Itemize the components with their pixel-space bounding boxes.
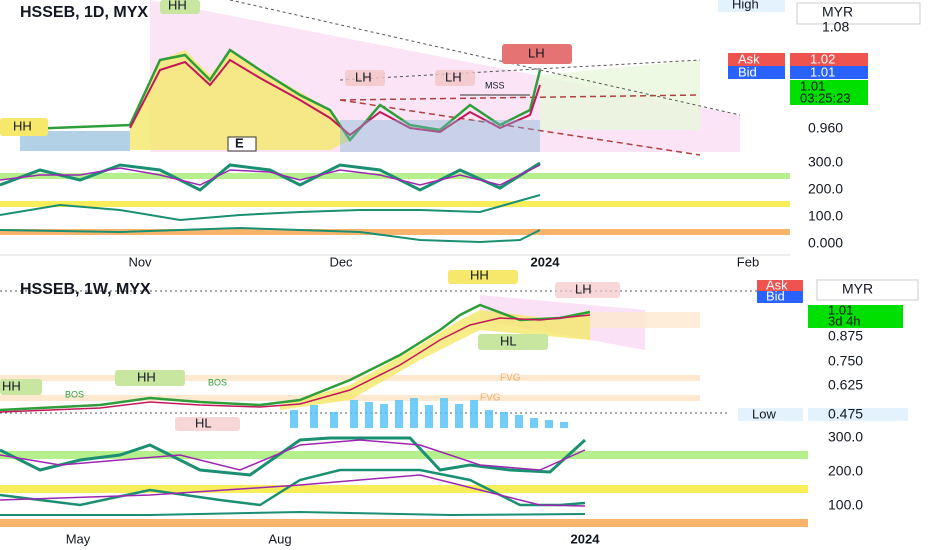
price-label: 1.08 <box>822 19 849 35</box>
ask-label: Ask <box>766 277 788 292</box>
time-label: Feb <box>737 254 759 269</box>
bid-label: Bid <box>738 64 757 79</box>
top-time-axis: Nov Dec 2024 Feb <box>0 254 790 269</box>
price-label: 0.625 <box>828 377 863 393</box>
last-price: 1.01 <box>828 302 853 317</box>
countdown: 03:25:23 <box>800 90 851 105</box>
annotation: E <box>235 135 244 150</box>
bottom-time-axis: May Aug 2024 <box>66 531 601 546</box>
osc-label: 100.0 <box>828 497 863 513</box>
annotation: HH <box>2 378 21 393</box>
price-label: 0.875 <box>828 328 863 344</box>
time-label: 2024 <box>531 254 561 269</box>
time-label: Nov <box>128 254 152 269</box>
annotation: HH <box>137 369 156 384</box>
price-label: 0.750 <box>828 353 863 369</box>
currency: MYR <box>842 281 873 297</box>
top-price-pane: HH HH LH LH LH MSS E HSSEB, 1D, MYX <box>0 0 741 156</box>
annotation: FVG <box>500 373 521 384</box>
price-label: 0.960 <box>808 120 843 136</box>
bottom-price-axis: Ask Bid MYR 1.01 3d 4h 0.875 0.750 0.625… <box>738 277 919 513</box>
annotation: FVG <box>480 393 501 404</box>
currency: MYR <box>822 4 853 20</box>
annotation: HH <box>168 0 187 12</box>
annotation: LH <box>528 45 545 60</box>
low-label: Low <box>752 406 776 421</box>
bottom-oscillator <box>0 436 808 527</box>
annotation: LH <box>575 281 592 296</box>
time-label: May <box>66 531 91 546</box>
low: 0.475 <box>828 406 863 422</box>
last-price: 1.01 <box>800 78 825 93</box>
osc-label: 0.000 <box>808 235 843 251</box>
panel-title: HSSEB, 1W, MYX <box>20 281 151 298</box>
annotation: BOS <box>65 389 84 399</box>
bottom-price-pane: HH HH BOS BOS HL HL LH HH FVG FVG HSSEB,… <box>0 267 760 431</box>
high-label: High <box>732 0 759 11</box>
osc-label: 200.0 <box>828 463 863 479</box>
annotation: HH <box>13 118 32 133</box>
countdown: 3d 4h <box>828 313 861 328</box>
time-label: 2024 <box>571 531 601 546</box>
osc-label: 200.0 <box>808 181 843 197</box>
bid-label: Bid <box>766 288 785 303</box>
ask-label: Ask <box>738 51 760 66</box>
time-label: Aug <box>268 531 291 546</box>
osc-label: 100.0 <box>808 208 843 224</box>
panel-title: HSSEB, 1D, MYX <box>20 4 148 21</box>
annotation: HL <box>195 415 212 430</box>
annotation: LH <box>355 69 372 84</box>
annotation: HH <box>470 267 489 282</box>
annotation: LH <box>445 69 462 84</box>
top-oscillator <box>0 161 790 244</box>
annotation: MSS <box>485 80 505 90</box>
annotation: HL <box>500 333 517 348</box>
ask: 1.02 <box>810 51 835 66</box>
bid: 1.01 <box>810 64 835 79</box>
osc-label: 300.0 <box>808 154 843 170</box>
annotation: BOS <box>208 377 227 387</box>
time-label: Dec <box>329 254 353 269</box>
top-price-axis: High MYR 1.08 Ask 1.02 Bid 1.01 1.01 03:… <box>718 0 921 251</box>
osc-label: 300.0 <box>828 429 863 445</box>
